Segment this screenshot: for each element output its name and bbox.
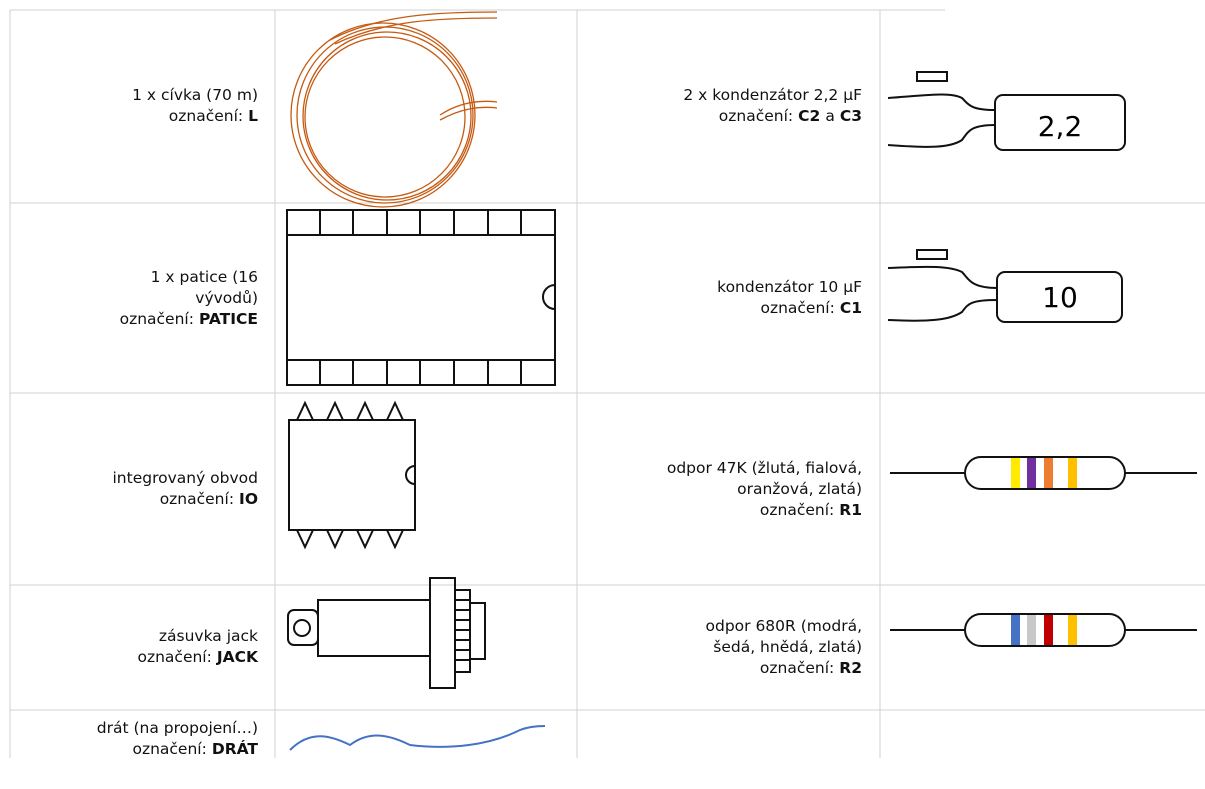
color-band bbox=[1027, 615, 1036, 645]
label-part: označení: bbox=[718, 107, 794, 125]
capacitor-marking: 2,2 bbox=[1038, 110, 1083, 143]
label-part: R2 bbox=[839, 659, 862, 677]
code: C3 bbox=[839, 107, 862, 125]
capacitor bbox=[887, 249, 1123, 323]
designation: označení: R1 bbox=[572, 500, 862, 521]
wire bbox=[289, 725, 546, 751]
label-part: IO bbox=[239, 490, 258, 508]
cell-text: odpor 680R (modrá, šedá, hnědá, zlatá) ozn… bbox=[572, 597, 863, 697]
color-band bbox=[1011, 615, 1020, 645]
designation: označení: DRÁT bbox=[0, 739, 258, 760]
label-part: označení: bbox=[137, 648, 212, 666]
drawings: 2,2 10 bbox=[9, 9, 1205, 758]
cell-text: 1 x cívka (70 m) označení: L bbox=[0, 56, 258, 156]
color-band bbox=[1044, 458, 1053, 488]
ic bbox=[288, 400, 416, 550]
capacitor bbox=[887, 71, 1126, 151]
description: 1 x patice (16 bbox=[150, 267, 258, 286]
socket bbox=[286, 209, 556, 386]
cell-text: 2 x kondenzátor 2,2 µF označení: C2 a C3 bbox=[572, 56, 862, 156]
designation: označení: C1 bbox=[572, 298, 862, 319]
label-part: PATICE bbox=[199, 310, 258, 328]
designation: označení: JACK bbox=[0, 647, 258, 668]
label-part: JACK bbox=[217, 648, 258, 666]
description: drát (na propojení…) bbox=[96, 719, 258, 737]
description: integrovaný obvod bbox=[112, 469, 258, 487]
code: DRÁT bbox=[211, 740, 258, 758]
code: C2 bbox=[798, 107, 821, 125]
description: vývodů) bbox=[195, 288, 258, 307]
coil bbox=[290, 11, 498, 208]
code: R1 bbox=[839, 500, 862, 519]
code: IO bbox=[239, 490, 258, 508]
cell-text: zásuvka jack označení: JACK bbox=[0, 597, 258, 697]
code: PATICE bbox=[198, 309, 258, 328]
designation: označení: IO bbox=[0, 489, 258, 510]
description: šedá, hnědá, zlatá) bbox=[713, 637, 862, 656]
description: 1 x cívka (70 m) bbox=[132, 86, 258, 104]
jack bbox=[287, 577, 486, 689]
description: 2 x kondenzátor 2,2 µF bbox=[683, 86, 862, 104]
cell-text: kondenzátor 10 µF označení: C1 bbox=[572, 248, 862, 348]
color-band bbox=[1044, 615, 1053, 645]
code: C1 bbox=[839, 299, 862, 317]
label-part: C1 bbox=[840, 299, 862, 317]
designation: označení: PATICE bbox=[0, 309, 258, 330]
code: JACK bbox=[216, 648, 258, 666]
label-part: L bbox=[248, 107, 258, 125]
designation: označení: R2 bbox=[572, 658, 862, 679]
code: L bbox=[248, 107, 258, 125]
code: R2 bbox=[839, 658, 862, 677]
label-part: a bbox=[825, 107, 835, 125]
label-part: C3 bbox=[840, 107, 862, 125]
color-band bbox=[1011, 458, 1020, 488]
description: odpor 47K (žlutá, fialová, bbox=[666, 458, 862, 477]
label-part: označení: bbox=[168, 107, 244, 125]
description: zásuvka jack bbox=[158, 627, 258, 645]
designation: označení: C2 a C3 bbox=[572, 106, 862, 127]
label-part: R1 bbox=[839, 501, 862, 519]
cell-text: drát (na propojení…) označení: DRÁT bbox=[0, 689, 258, 789]
resistors bbox=[890, 456, 1197, 647]
color-band bbox=[1068, 615, 1077, 645]
description: oranžová, zlatá) bbox=[737, 479, 862, 498]
color-band bbox=[1068, 458, 1077, 488]
description: odpor 680R (modrá, bbox=[705, 616, 863, 635]
description: kondenzátor 10 µF bbox=[717, 278, 862, 296]
page: 2,2 10 1 x cívka (70 m) označení: L 2 x kon… bbox=[0, 9, 1205, 758]
cell-text: integrovaný obvod označení: IO bbox=[0, 439, 258, 539]
label-part: označení: bbox=[759, 500, 835, 519]
label-part: označení: bbox=[759, 658, 835, 677]
label-part: C2 bbox=[798, 107, 820, 125]
cell-text: 1 x patice (16 vývodů) označení: PATICE bbox=[0, 248, 258, 348]
label-part: označení: bbox=[119, 309, 194, 328]
label-part: označení: bbox=[760, 299, 835, 317]
label-part: označení: bbox=[159, 490, 235, 508]
color-band bbox=[1027, 458, 1036, 488]
table-grid bbox=[9, 9, 1205, 758]
label-part: označení: bbox=[132, 740, 207, 758]
designation: označení: L bbox=[0, 106, 258, 127]
capacitor-marking: 10 bbox=[1042, 281, 1078, 314]
label-part: DRÁT bbox=[212, 740, 258, 758]
cell-text: odpor 47K (žlutá, fialová, oranžová, zlat… bbox=[572, 439, 862, 539]
